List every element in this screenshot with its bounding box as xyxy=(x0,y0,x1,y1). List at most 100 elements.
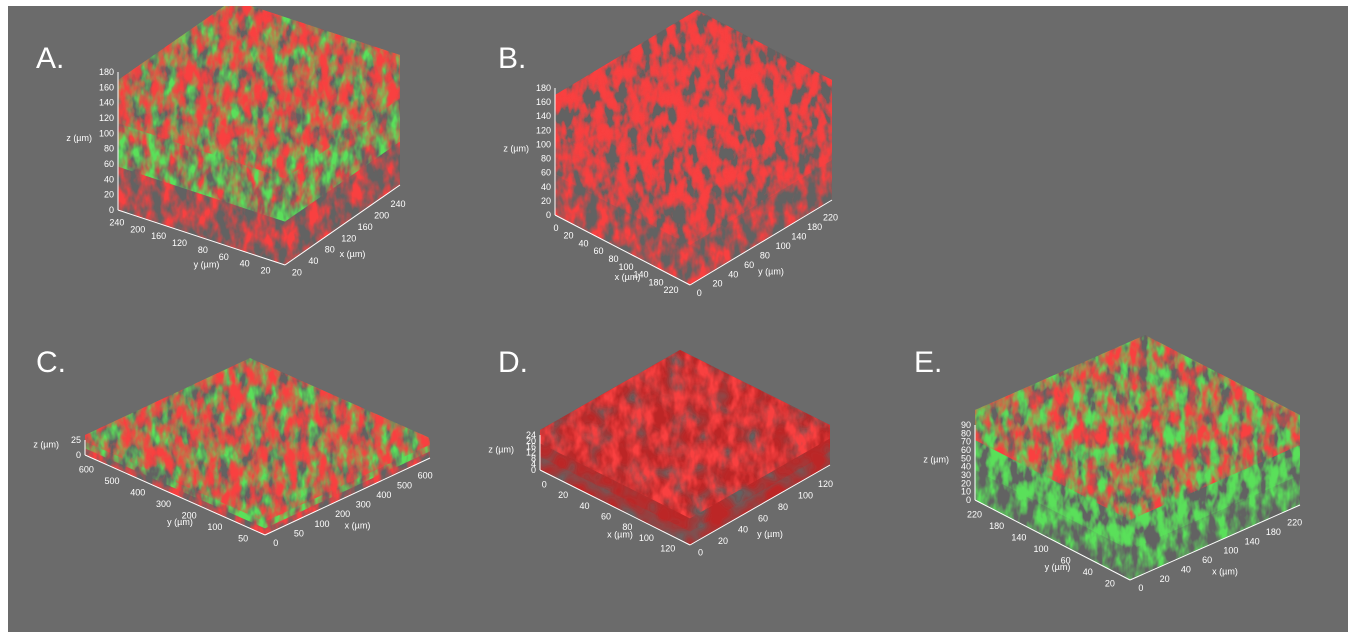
left-tick-label: 300 xyxy=(156,499,171,509)
left-tick-label: 100 xyxy=(618,262,633,272)
left-axis-title: y (µm) xyxy=(1045,562,1071,572)
left-tick-label: 220 xyxy=(967,510,982,520)
z-tick-label: 25 xyxy=(71,435,81,445)
z-tick-label: 0 xyxy=(76,450,81,460)
left-tick-label: 20 xyxy=(261,266,271,276)
right-tick-label: 20 xyxy=(718,536,728,546)
left-tick-label: 60 xyxy=(219,252,229,262)
z-axis-title: z (µm) xyxy=(503,144,529,154)
z-axis-title: z (µm) xyxy=(66,133,92,143)
z-tick-label: 40 xyxy=(541,182,551,192)
right-axis-title: y (µm) xyxy=(757,529,783,539)
panel-label: A. xyxy=(36,42,64,75)
z-tick-label: 120 xyxy=(536,125,551,135)
z-tick-label: 90 xyxy=(961,420,971,430)
left-axis-title: x (µm) xyxy=(615,272,641,282)
left-tick-label: 40 xyxy=(578,238,588,248)
left-tick-label: 220 xyxy=(663,285,678,295)
right-tick-label: 120 xyxy=(341,233,356,243)
left-tick-label: 200 xyxy=(130,224,145,234)
right-tick-label: 220 xyxy=(1287,518,1302,528)
right-tick-label: 400 xyxy=(376,490,391,500)
z-tick-label: 140 xyxy=(99,98,114,108)
left-tick-label: 100 xyxy=(1033,544,1048,554)
right-tick-label: 100 xyxy=(314,519,329,529)
left-tick-label: 60 xyxy=(601,512,611,522)
right-tick-label: 140 xyxy=(1245,536,1260,546)
left-tick-label: 0 xyxy=(542,479,547,489)
right-axis-title: y (µm) xyxy=(758,267,784,277)
left-tick-label: 0 xyxy=(553,223,558,233)
right-tick-label: 60 xyxy=(758,513,768,523)
z-tick-label: 40 xyxy=(104,174,114,184)
left-tick-label: 140 xyxy=(1011,533,1026,543)
panel-label: B. xyxy=(498,42,526,75)
right-tick-label: 0 xyxy=(698,548,703,558)
z-axis-title: z (µm) xyxy=(923,455,949,465)
left-tick-label: 180 xyxy=(648,277,663,287)
right-tick-label: 0 xyxy=(697,288,702,298)
right-tick-label: 40 xyxy=(308,256,318,266)
left-tick-label: 160 xyxy=(151,231,166,241)
right-tick-label: 200 xyxy=(374,210,389,220)
right-tick-label: 600 xyxy=(418,471,433,481)
left-tick-label: 500 xyxy=(105,476,120,486)
right-tick-label: 100 xyxy=(798,490,813,500)
z-axis-title: z (µm) xyxy=(488,445,514,455)
panel-label: D. xyxy=(498,346,528,379)
z-tick-label: 180 xyxy=(536,83,551,93)
z-tick-label: 60 xyxy=(541,168,551,178)
z-tick-label: 80 xyxy=(104,144,114,154)
z-tick-label: 100 xyxy=(99,128,114,138)
z-tick-label: 160 xyxy=(99,82,114,92)
right-tick-label: 20 xyxy=(713,279,723,289)
right-tick-label: 120 xyxy=(818,479,833,489)
right-tick-label: 80 xyxy=(325,245,335,255)
z-tick-label: 160 xyxy=(536,97,551,107)
z-tick-label: 140 xyxy=(536,111,551,121)
left-axis-title: y (µm) xyxy=(167,517,193,527)
right-tick-label: 180 xyxy=(807,222,822,232)
z-axis-title: z (µm) xyxy=(33,440,59,450)
right-axis-title: x (µm) xyxy=(340,249,366,259)
left-tick-label: 20 xyxy=(563,231,573,241)
right-tick-label: 20 xyxy=(292,268,302,278)
left-tick-label: 80 xyxy=(198,245,208,255)
right-tick-label: 140 xyxy=(791,232,806,242)
z-tick-label: 60 xyxy=(104,159,114,169)
left-tick-label: 20 xyxy=(1105,578,1115,588)
right-axis-title: x (µm) xyxy=(1212,567,1238,577)
left-tick-label: 120 xyxy=(172,238,187,248)
left-axis-title: y (µm) xyxy=(194,260,220,270)
left-tick-label: 80 xyxy=(608,254,618,264)
left-axis-title: x (µm) xyxy=(607,530,633,540)
z-tick-label: 100 xyxy=(536,139,551,149)
z-tick-label: 120 xyxy=(99,113,114,123)
panel-label: C. xyxy=(36,346,66,379)
right-tick-label: 240 xyxy=(391,199,406,209)
z-tick-label: 180 xyxy=(99,67,114,77)
z-tick-label: 0 xyxy=(546,210,551,220)
z-tick-label: 0 xyxy=(109,205,114,215)
right-tick-label: 500 xyxy=(397,480,412,490)
right-tick-label: 60 xyxy=(744,260,754,270)
right-tick-label: 300 xyxy=(356,500,371,510)
z-tick-label: 24 xyxy=(526,430,536,440)
left-tick-label: 40 xyxy=(1083,567,1093,577)
left-tick-label: 180 xyxy=(989,521,1004,531)
right-tick-label: 40 xyxy=(728,269,738,279)
right-tick-label: 100 xyxy=(1223,546,1238,556)
right-tick-label: 20 xyxy=(1160,574,1170,584)
left-tick-label: 100 xyxy=(639,533,654,543)
left-tick-label: 20 xyxy=(558,490,568,500)
right-axis-title: x (µm) xyxy=(345,521,371,531)
right-tick-label: 0 xyxy=(273,538,278,548)
left-tick-label: 40 xyxy=(240,259,250,269)
right-tick-label: 50 xyxy=(294,528,304,538)
left-tick-label: 400 xyxy=(130,488,145,498)
right-tick-label: 0 xyxy=(1138,583,1143,593)
z-tick-label: 80 xyxy=(541,154,551,164)
right-tick-label: 60 xyxy=(1202,555,1212,565)
panel-label: E. xyxy=(914,346,942,379)
